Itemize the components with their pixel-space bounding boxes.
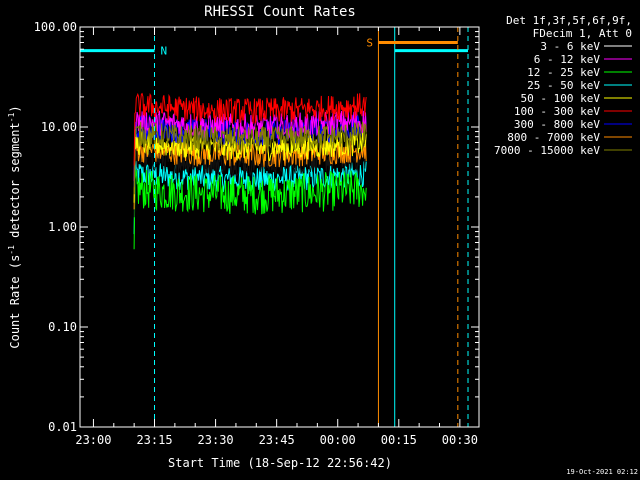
y-axis-label: Count Rate (s-1 detector segment-1) (7, 105, 22, 348)
y-axis-label-sup-1: -1 (7, 245, 16, 255)
legend-header-line-1: Det 1f,3f,5f,6f,9f, (506, 14, 632, 27)
y-axis-label-end: ) (8, 105, 22, 112)
legend-label: 12 - 25 keV (527, 66, 600, 79)
x-tick-label: 23:00 (75, 433, 111, 447)
legend: Det 1f,3f,5f,6f,9f, FDecim 1, Att 0 3 - … (494, 14, 632, 157)
tick-layer: 23:00 23:15 23:30 23:45 00:00 00:15 00:30 0.01 0… (34, 20, 479, 447)
x-axis-label: Start Time (18-Sep-12 22:56:42) (168, 456, 392, 470)
x-tick-label: 23:45 (259, 433, 295, 447)
night-label: N (161, 45, 168, 58)
legend-label: 100 - 300 keV (514, 105, 600, 118)
legend-label: 300 - 800 keV (514, 118, 600, 131)
data-layer (133, 92, 367, 250)
y-tick-label: 0.01 (48, 420, 77, 434)
y-tick-label: 0.10 (48, 320, 77, 334)
y-tick-label: 100.00 (34, 20, 77, 34)
legend-label: 25 - 50 keV (527, 79, 600, 92)
x-tick-label: 23:15 (136, 433, 172, 447)
x-tick-label: 00:30 (442, 433, 478, 447)
saa-label: S (366, 36, 373, 49)
y-axis-label-main: Count Rate (s (8, 255, 22, 349)
footer-date: 19-Oct-2021 02:12 (566, 468, 638, 476)
series-line-12-25-keV (133, 169, 367, 250)
series-line-7000-15000-keV (133, 121, 367, 195)
y-tick-label: 1.00 (48, 220, 77, 234)
y-axis-label-mid: detector segment (8, 122, 22, 245)
legend-header-line-2: FDecim 1, Att 0 (533, 27, 632, 40)
chart-title: RHESSI Count Rates (204, 4, 356, 20)
series-line-100-300-keV (133, 92, 367, 166)
legend-label: 800 - 7000 keV (507, 131, 600, 144)
x-tick-label: 00:15 (381, 433, 417, 447)
legend-label: 3 - 6 keV (540, 40, 600, 53)
y-tick-label: 10.00 (41, 120, 77, 134)
y-axis-label-sup-2: -1 (7, 112, 16, 122)
x-tick-label: 23:30 (198, 433, 234, 447)
x-tick-label: 00:00 (320, 433, 356, 447)
legend-label: 6 - 12 keV (534, 53, 601, 66)
legend-label: 50 - 100 keV (521, 92, 601, 105)
legend-label: 7000 - 15000 keV (494, 144, 600, 157)
